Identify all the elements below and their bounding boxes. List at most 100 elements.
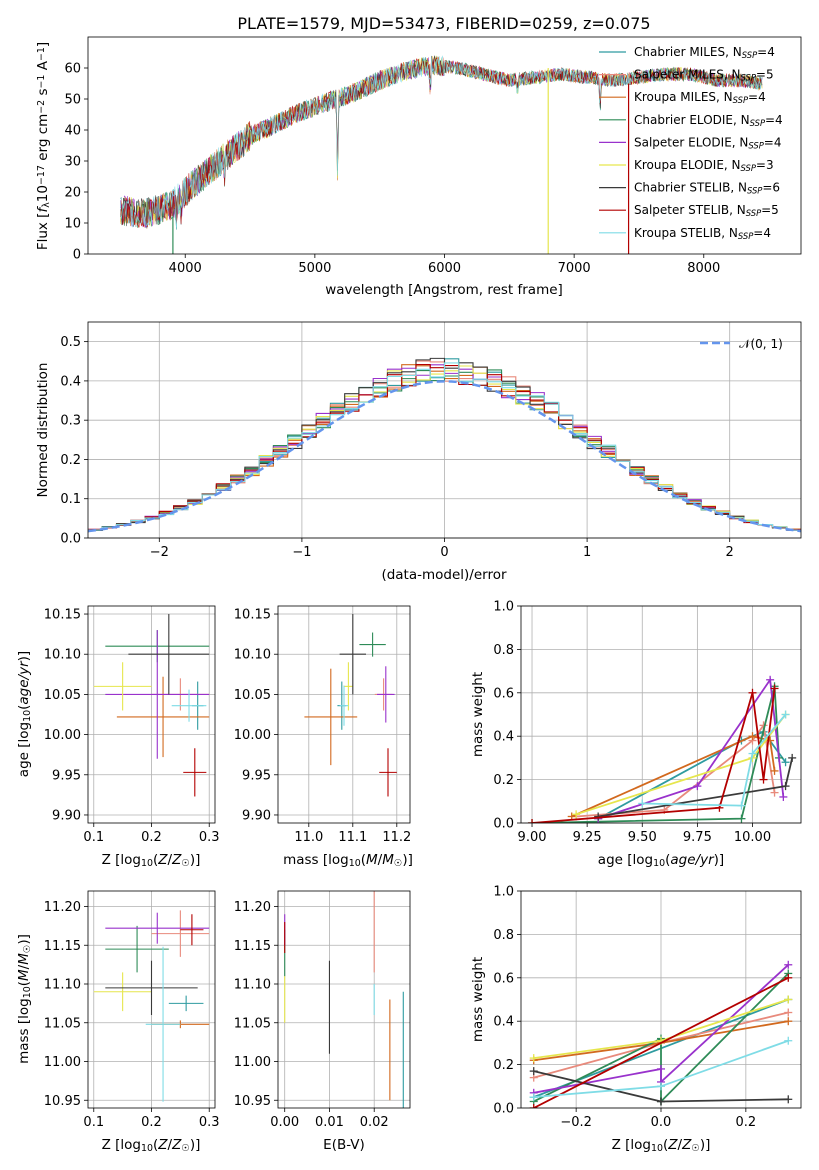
- mass_weight_vs_age-marks: [528, 675, 797, 823]
- mass-weight-line: [642, 713, 787, 807]
- residuals-marks: [88, 357, 801, 533]
- y-tick-label: 11.05: [234, 1016, 271, 1031]
- x-axis-label: Z [log10(Z/Z☉)]: [102, 1137, 201, 1154]
- legend-entry: Kroupa ELODIE, NSSP=3: [634, 158, 774, 173]
- mass-weight-line: [597, 730, 787, 820]
- y-tick-label: 11.10: [44, 978, 81, 993]
- y-tick-label: 10.15: [44, 608, 81, 623]
- mass-weight-line: [597, 677, 785, 820]
- y-tick-label: 9.90: [52, 808, 81, 823]
- mass-weight-line: [533, 976, 789, 1108]
- y-tick-label: 1.0: [493, 885, 514, 900]
- x-tick-label: 6000: [428, 261, 461, 276]
- y-tick-label: 11.00: [234, 1055, 271, 1070]
- x-tick-label: 9.25: [573, 830, 602, 845]
- x-tick-label: 9.75: [683, 830, 712, 845]
- age_vs_Z-frame: [87, 605, 216, 824]
- y-axis-label: Flux [fλ10−17 erg cm−2 s−1 A−1]: [35, 42, 52, 250]
- x-tick-label: 0.1: [83, 830, 104, 845]
- x-tick-label: 4000: [169, 261, 202, 276]
- mass_weight_vs_age-panel: 9.00 9.25 9.50 9.75 10.00 0.0 0.2 0.4 0.6 0.8 1.0 m…: [470, 600, 802, 869]
- legend: Chabrier MILES, NSSP=4 Salpeter MILES, NS…: [599, 45, 783, 241]
- residuals-frame: [87, 321, 802, 539]
- y-tick-label: 10.15: [234, 608, 271, 623]
- y-axis-label: mass weight: [470, 957, 486, 1042]
- y-tick-label: 10.10: [44, 648, 81, 663]
- x-tick-label: 2: [726, 545, 734, 560]
- spectrum-line: [120, 55, 763, 228]
- y-tick-label: 10.95: [234, 1094, 271, 1109]
- y-tick-label: 0.0: [493, 1102, 514, 1117]
- age_vs_mass-frame: [277, 605, 411, 824]
- y-tick-label: 0.6: [493, 686, 514, 701]
- x-tick-label: −1: [292, 545, 311, 560]
- x-axis-label: mass [log10(M/M☉)]: [283, 852, 413, 869]
- x-tick-label: 0.1: [83, 1115, 104, 1130]
- y-tick-label: 30: [64, 155, 81, 170]
- legend-entry: Chabrier MILES, NSSP=4: [634, 45, 775, 60]
- x-tick-label: 9.00: [518, 830, 547, 845]
- x-axis-label: E(B-V): [323, 1137, 365, 1153]
- normal-legend-label: 𝒩(0, 1): [739, 337, 783, 351]
- y-tick-label: 60: [64, 62, 81, 77]
- figure-title: PLATE=1579, MJD=53473, FIBERID=0259, z=0…: [237, 14, 650, 33]
- y-tick-label: 0.1: [60, 492, 81, 507]
- y-tick-label: 0.2: [493, 773, 514, 788]
- y-tick-label: 9.95: [52, 768, 81, 783]
- y-tick-label: 11.10: [234, 978, 271, 993]
- y-tick-label: 10.10: [234, 648, 271, 663]
- mass-weight-line: [533, 964, 789, 1094]
- mass_weight_vs_Z-marks: [529, 960, 793, 1108]
- mass_vs_ebv-marks: [284, 891, 404, 1108]
- legend-entry: Kroupa STELIB, NSSP=4: [634, 226, 771, 241]
- y-tick-label: 0.8: [493, 643, 514, 658]
- x-tick-label: 11.1: [338, 830, 367, 845]
- mass_vs_Z-marks: [93, 910, 210, 1102]
- y-tick-label: 0: [73, 248, 81, 263]
- y-tick-label: 11.20: [234, 900, 271, 915]
- x-tick-label: 0.0: [651, 1115, 672, 1130]
- x-tick-label: 0.2: [141, 830, 162, 845]
- mass_vs_ebv-panel: 0.00 0.01 0.02 10.95 11.00 11.05 11.10 11.15 11.…: [234, 890, 411, 1153]
- y-tick-label: 0.2: [493, 1058, 514, 1073]
- x-tick-label: −2: [150, 545, 169, 560]
- y-axis-label: mass [log10(M/M☉)]: [16, 934, 33, 1064]
- x-tick-label: 7000: [558, 261, 591, 276]
- mass_weight_vs_age-frame: [520, 605, 802, 824]
- y-tick-label: 10.95: [44, 1094, 81, 1109]
- y-tick-label: 20: [64, 186, 81, 201]
- y-tick-label: 0.8: [493, 928, 514, 943]
- x-tick-label: 0.3: [199, 830, 220, 845]
- y-tick-label: 10.05: [44, 688, 81, 703]
- x-tick-label: 1: [583, 545, 591, 560]
- y-tick-label: 0.2: [60, 453, 81, 468]
- x-tick-label: 10.00: [734, 830, 771, 845]
- x-axis-label: (data-model)/error: [381, 567, 507, 583]
- x-axis-label: wavelength [Angstrom, rest frame]: [325, 282, 563, 298]
- x-tick-label: 11.2: [382, 830, 411, 845]
- x-tick-label: 9.50: [628, 830, 657, 845]
- y-tick-label: 11.05: [44, 1016, 81, 1031]
- x-tick-label: 11.0: [294, 830, 323, 845]
- y-axis-label: mass weight: [470, 672, 486, 757]
- residuals-panel: −2 −1 0 1 2 0.0 0.1 0.2 0.3 0.4 0.5 𝒩(0, 1) (data-mo…: [35, 321, 802, 583]
- spectrum-marks: [120, 55, 763, 254]
- x-tick-label: 8000: [687, 261, 720, 276]
- mass-weight-line: [532, 686, 780, 823]
- y-tick-label: 10.00: [234, 728, 271, 743]
- legend-entry: Salpeter MILES, NSSP=5: [634, 68, 774, 83]
- mass_weight_vs_Z-frame: [520, 890, 802, 1109]
- y-tick-label: 0.4: [493, 730, 514, 745]
- y-tick-label: 11.20: [44, 900, 81, 915]
- legend-entry: Salpeter ELODIE, NSSP=4: [634, 135, 782, 150]
- y-tick-label: 10: [64, 217, 81, 232]
- y-tick-label: 11.15: [234, 939, 271, 954]
- x-axis-label: Z [log10(Z/Z☉)]: [102, 852, 201, 869]
- y-tick-label: 0.3: [60, 414, 81, 429]
- y-tick-label: 11.15: [44, 939, 81, 954]
- y-tick-label: 1.0: [493, 600, 514, 615]
- age_vs_Z-marks: [93, 614, 210, 797]
- y-tick-label: 9.90: [242, 808, 271, 823]
- legend-entry: Salpeter STELIB, NSSP=5: [634, 203, 779, 218]
